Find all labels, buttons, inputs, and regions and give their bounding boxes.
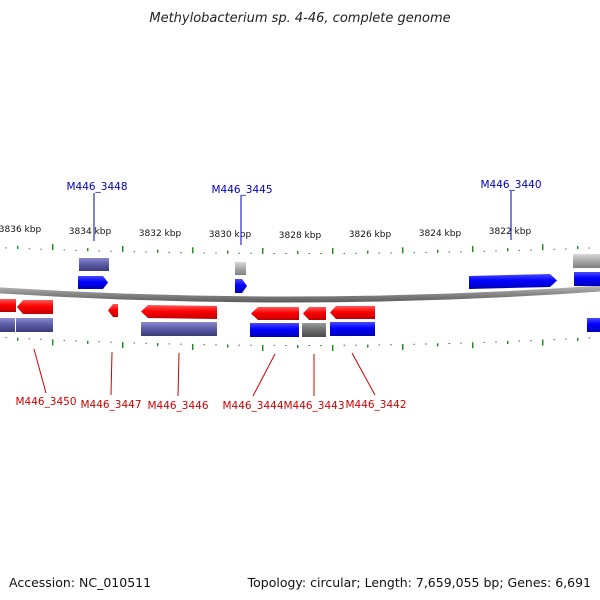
reverse-gene-arrow[interactable] <box>141 305 217 319</box>
gene-label-M446_3444[interactable]: M446_3444 <box>222 400 283 412</box>
forward-gene-arrow[interactable] <box>469 274 557 289</box>
gene-label-M446_3443[interactable]: M446_3443 <box>283 400 344 412</box>
accession-text: Accession: NC_010511 <box>9 575 152 590</box>
reverse-gene-block[interactable] <box>0 299 16 312</box>
gene-label-M446_3446[interactable]: M446_3446 <box>147 400 208 412</box>
reverse-evidence-track <box>0 318 600 337</box>
forward-evidence-block[interactable] <box>79 258 109 271</box>
ruler-labels: 3836 kbp 3834 kbp 3832 kbp 3830 kbp 3828… <box>0 225 531 241</box>
leader-line <box>110 351 113 396</box>
reverse-blast-block[interactable] <box>587 318 600 332</box>
reverse-gene-arrow[interactable] <box>330 306 375 319</box>
ruler-label-3830: 3830 kbp <box>209 230 252 240</box>
leader-line <box>177 352 180 397</box>
ruler-label-3836: 3836 kbp <box>0 225 41 235</box>
ruler-label-3822: 3822 kbp <box>489 227 532 237</box>
reverse-evidence-block[interactable] <box>141 322 217 336</box>
leader-line <box>351 352 376 396</box>
ruler-label-3828: 3828 kbp <box>279 231 322 241</box>
inner-tick-ruler <box>5 337 591 351</box>
forward-gene-arrow[interactable] <box>235 279 247 293</box>
reverse-gene-arrow[interactable] <box>251 307 299 320</box>
genome-backbone <box>0 285 600 303</box>
reverse-gene-track <box>0 299 375 320</box>
reverse-gene-labels: M446_3450 M446_3447 M446_3446 M446_3444 … <box>15 348 407 412</box>
gene-label-M446_3448[interactable]: M446_3448 <box>66 181 127 193</box>
genome-summary-text: Topology: circular; Length: 7,659,055 bp… <box>247 575 591 590</box>
gene-label-M446_3440[interactable]: M446_3440 <box>480 179 541 191</box>
forward-gene-arrow[interactable] <box>78 276 108 289</box>
ruler-label-3832: 3832 kbp <box>139 229 182 239</box>
reverse-blast-block[interactable] <box>330 322 375 336</box>
forward-gene-labels: M446_3448 M446_3445 M446_3440 <box>66 179 542 245</box>
outer-tick-ruler <box>5 244 591 254</box>
forward-pseudo-block[interactable] <box>235 262 246 275</box>
gene-label-M446_3447[interactable]: M446_3447 <box>80 399 141 411</box>
ruler-label-3826: 3826 kbp <box>349 230 392 240</box>
leader-line <box>252 353 276 397</box>
gene-label-M446_3450[interactable]: M446_3450 <box>15 396 76 408</box>
reverse-gene-arrow[interactable] <box>108 304 118 317</box>
reverse-rna-block[interactable] <box>302 323 326 337</box>
map-title: Methylobacterium sp. 4-46, complete geno… <box>149 11 450 26</box>
ruler-label-3834: 3834 kbp <box>69 227 112 237</box>
gene-label-M446_3445[interactable]: M446_3445 <box>211 184 272 196</box>
forward-evidence-track <box>79 254 600 275</box>
gene-label-M446_3442[interactable]: M446_3442 <box>345 399 406 411</box>
reverse-evidence-block[interactable] <box>16 318 53 332</box>
reverse-blast-block[interactable] <box>250 323 299 337</box>
reverse-gene-arrow[interactable] <box>303 307 326 320</box>
reverse-evidence-block[interactable] <box>0 318 15 332</box>
leader-line <box>33 348 47 394</box>
forward-gene-track <box>78 272 600 293</box>
reverse-gene-arrow[interactable] <box>17 300 53 314</box>
ruler-label-3824: 3824 kbp <box>419 229 462 239</box>
forward-pseudo-block[interactable] <box>573 254 600 268</box>
forward-gene-block[interactable] <box>574 272 600 286</box>
